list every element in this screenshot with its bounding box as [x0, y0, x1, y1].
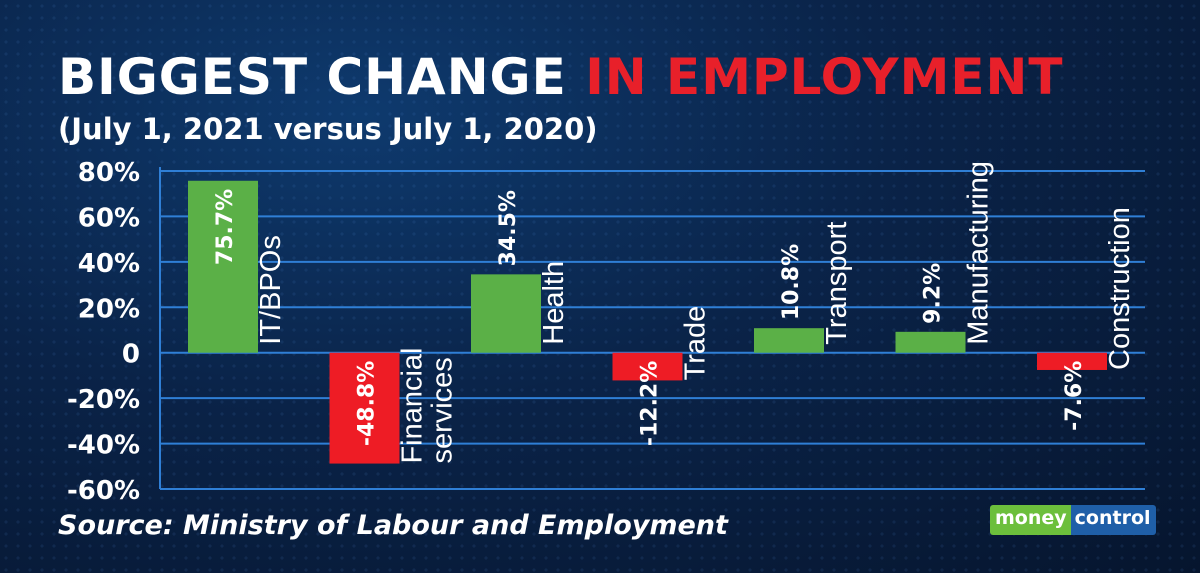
bar	[754, 328, 824, 353]
y-tick-label: -20%	[67, 385, 140, 415]
data-label: -48.8%	[355, 361, 380, 446]
category-label: Health	[538, 261, 570, 345]
category-label: Transport	[821, 222, 853, 345]
y-tick-label: 20%	[78, 294, 140, 324]
category-label: Manufacturing	[963, 161, 995, 345]
category-label: IT/BPOs	[255, 235, 287, 345]
source-note: Source: Ministry of Labour and Employmen…	[58, 510, 728, 541]
moneycontrol-logo: money control	[990, 505, 1156, 535]
bar	[188, 180, 258, 353]
y-tick-label: 80%	[78, 158, 140, 188]
logo-part-control: control	[1070, 505, 1156, 535]
data-label: 10.8%	[779, 244, 804, 320]
title-main: BIGGEST CHANGE	[58, 48, 567, 106]
bar	[1037, 352, 1107, 370]
bar	[471, 274, 541, 353]
chart-subtitle: (July 1, 2021 versus July 1, 2020)	[58, 112, 598, 146]
data-label: -7.6%	[1062, 361, 1087, 431]
data-label: 9.2%	[921, 263, 946, 324]
bar	[329, 352, 400, 464]
category-label: Trade	[680, 306, 712, 381]
bar	[612, 352, 683, 381]
data-label: 75.7%	[213, 189, 238, 265]
category-label: services	[427, 357, 459, 463]
title-highlight: IN EMPLOYMENT	[585, 48, 1064, 106]
y-tick-label: 0	[122, 340, 140, 370]
data-label: -12.2%	[638, 361, 663, 446]
y-tick-label: 40%	[78, 249, 140, 279]
bar	[895, 331, 966, 353]
y-tick-label: -60%	[67, 476, 140, 506]
category-label: Financial	[397, 347, 429, 463]
category-label: Construction	[1104, 207, 1136, 370]
y-tick-label: 60%	[78, 203, 140, 233]
logo-part-money: money	[990, 505, 1071, 535]
y-tick-label: -40%	[67, 431, 140, 461]
chart-title: BIGGEST CHANGE IN EMPLOYMENT	[58, 48, 1063, 106]
data-label: 34.5%	[496, 190, 521, 266]
